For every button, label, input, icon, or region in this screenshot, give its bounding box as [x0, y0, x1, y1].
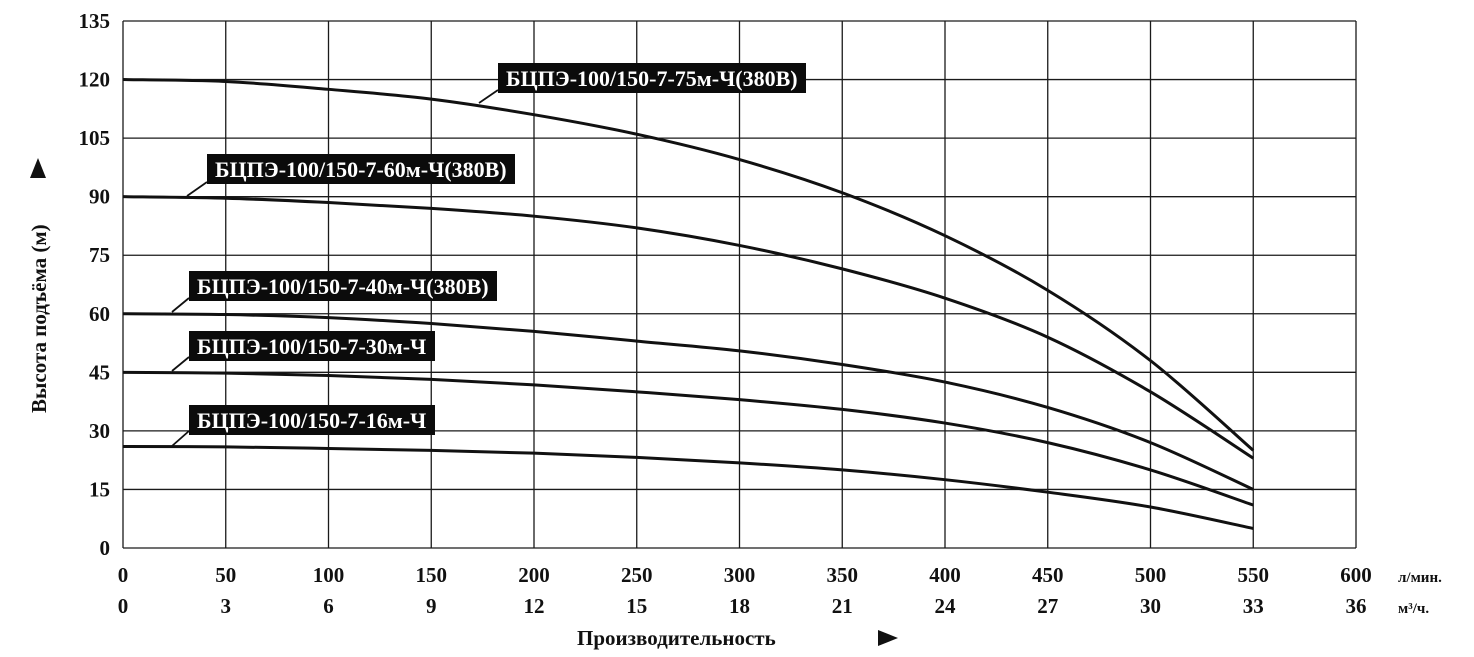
- x-tick-label-secondary: 0: [118, 594, 129, 618]
- y-tick-label: 120: [79, 68, 111, 92]
- x-tick-label-secondary: 3: [221, 594, 232, 618]
- x-unit-secondary: м³/ч.: [1398, 601, 1429, 617]
- series-label-box: [189, 331, 435, 361]
- x-tick-label-primary: 600: [1340, 563, 1372, 587]
- series-labels: БЦПЭ-100/150-7-75м-Ч(380В) БЦПЭ-100/150-7…: [171, 63, 806, 447]
- series-leader-line: [478, 89, 499, 104]
- series-label-box: [498, 63, 806, 93]
- x-tick-label-secondary: 27: [1037, 594, 1058, 618]
- x-tick-label-secondary: 24: [935, 594, 957, 618]
- y-axis-title: Высота подъёма (м): [27, 224, 51, 413]
- x-tick-label-secondary: 9: [426, 594, 437, 618]
- y-tick-label: 90: [89, 185, 110, 209]
- x-tick-label-secondary: 18: [729, 594, 750, 618]
- y-axis-ticks: 0 15 30 45 60 75 90 105 120 135: [79, 9, 111, 560]
- series-label-box: [189, 271, 497, 301]
- series-label-box: [207, 154, 515, 184]
- x-tick-label-secondary: 36: [1346, 594, 1367, 618]
- x-tick-label-primary: 500: [1135, 563, 1167, 587]
- x-tick-label-primary: 100: [313, 563, 345, 587]
- series-label: БЦПЭ-100/150-7-60м-Ч(380В): [215, 157, 507, 182]
- x-axis-title: Производительность: [577, 626, 776, 650]
- series-label: БЦПЭ-100/150-7-40м-Ч(380В): [197, 274, 489, 299]
- x-tick-label-secondary: 15: [626, 594, 647, 618]
- series-leader-line: [171, 430, 190, 447]
- y-axis-arrow-icon: [30, 158, 46, 178]
- series-leader-line: [171, 356, 190, 372]
- x-tick-label-secondary: 21: [832, 594, 853, 618]
- y-tick-label: 75: [89, 243, 110, 267]
- series-label: БЦПЭ-100/150-7-16м-Ч: [197, 408, 426, 433]
- series-curve-3: [122, 370, 1254, 507]
- y-tick-label: 105: [79, 126, 111, 150]
- y-tick-label: 15: [89, 477, 110, 501]
- series-label-box: [189, 405, 435, 435]
- y-tick-label: 60: [89, 302, 110, 326]
- y-tick-label: 135: [79, 9, 111, 33]
- y-tick-label: 30: [89, 419, 110, 443]
- x-tick-label-primary: 0: [118, 563, 129, 587]
- x-tick-label-secondary: 6: [323, 594, 334, 618]
- x-tick-label-secondary: 30: [1140, 594, 1161, 618]
- x-unit-primary: л/мин.: [1398, 570, 1442, 586]
- series-label: БЦПЭ-100/150-7-75м-Ч(380В): [506, 66, 798, 91]
- x-tick-label-primary: 350: [827, 563, 859, 587]
- series-leader-line: [186, 181, 208, 197]
- x-tick-label-primary: 550: [1238, 563, 1270, 587]
- series-curve-1: [122, 195, 1255, 460]
- y-tick-label: 45: [89, 360, 110, 384]
- x-tick-label-primary: 200: [518, 563, 550, 587]
- x-tick-label-secondary: 33: [1243, 594, 1264, 618]
- x-tick-label-primary: 450: [1032, 563, 1064, 587]
- x-tick-label-primary: 300: [724, 563, 756, 587]
- series-label: БЦПЭ-100/150-7-30м-Ч: [197, 334, 426, 359]
- x-tick-label-primary: 150: [416, 563, 448, 587]
- x-tick-label-secondary: 12: [524, 594, 545, 618]
- y-tick-label: 0: [100, 536, 111, 560]
- series-curve-2: [122, 312, 1254, 491]
- series-curves: [122, 78, 1255, 530]
- x-tick-label-primary: 50: [215, 563, 236, 587]
- series-curve-4: [122, 445, 1254, 530]
- x-tick-label-primary: 250: [621, 563, 653, 587]
- x-tick-label-primary: 400: [929, 563, 961, 587]
- series-curve-0: [122, 78, 1255, 452]
- series-leader-line: [171, 297, 190, 313]
- x-axis-arrow-icon: [878, 630, 898, 646]
